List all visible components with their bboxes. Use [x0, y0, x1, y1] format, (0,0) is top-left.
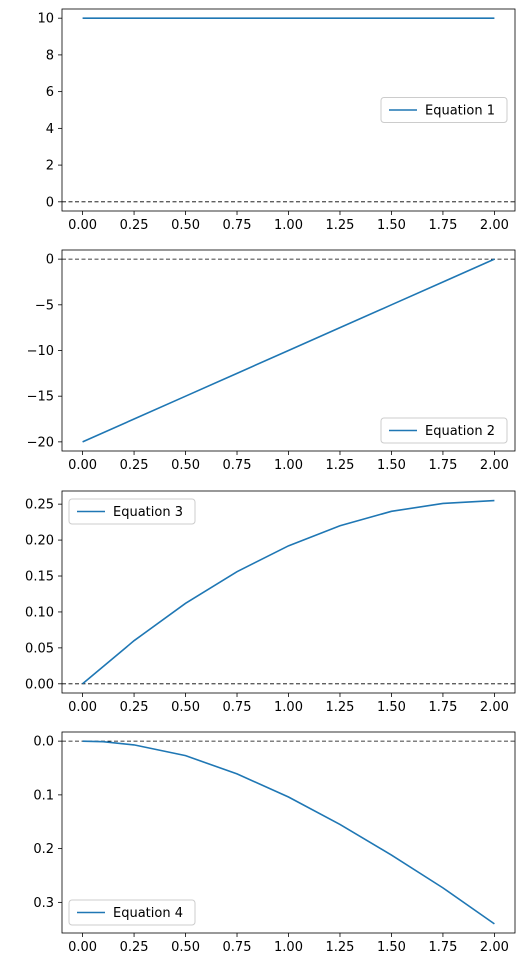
series-line-equation-3 — [82, 499, 495, 685]
x-tick-label: 1.50 — [377, 218, 406, 233]
x-tick-label: 1.50 — [377, 700, 406, 715]
y-tick-label: 0.25 — [25, 498, 54, 513]
x-tick-label: 0.50 — [171, 458, 200, 473]
x-tick-label: 1.50 — [377, 940, 406, 955]
x-tick-label: 0.75 — [223, 700, 252, 715]
y-tick-label: 0.10 — [25, 605, 54, 620]
y-tick-label: 8 — [46, 48, 54, 63]
y-tick-label: 0.20 — [25, 534, 54, 549]
y-tick-label: −20 — [27, 435, 54, 450]
y-tick-label: 0.15 — [25, 570, 54, 585]
x-tick-label: 0.50 — [171, 700, 200, 715]
x-tick-label: 1.25 — [326, 940, 355, 955]
y-tick-label: 4 — [46, 122, 54, 137]
y-tick-label: 0.05 — [25, 641, 54, 656]
chart-panel-2: 0.00 0.25 0.50 0.75 1.00 1.25 1.50 1.75 2.00 0 −5 −… — [27, 249, 516, 473]
x-tick-label: 1.25 — [326, 700, 355, 715]
x-tick-label: 1.75 — [428, 700, 457, 715]
x-tick-label: 1.00 — [274, 218, 303, 233]
legend-label: Equation 3 — [113, 505, 183, 520]
x-tick-label: 1.50 — [377, 458, 406, 473]
legend-box — [380, 97, 508, 123]
x-tick-label: 0.50 — [171, 218, 200, 233]
y-tick-label: 0.1 — [33, 788, 54, 803]
y-tick-label: −15 — [27, 390, 54, 405]
legend: Equation 4 — [68, 899, 196, 926]
x-tick-label: 1.25 — [326, 218, 355, 233]
legend-label: Equation 2 — [425, 424, 495, 439]
x-tick-label: 0.00 — [68, 700, 97, 715]
series-line-equation-4 — [82, 740, 495, 925]
x-tick-label: 0.25 — [120, 700, 149, 715]
x-tick-label: 1.00 — [274, 940, 303, 955]
x-tick-label: 0.00 — [68, 458, 97, 473]
legend-label: Equation 1 — [425, 104, 495, 119]
chart-panel-1: 0.00 0.25 0.50 0.75 1.00 1.25 1.50 1.75 2.00 0 2 4 6… — [37, 8, 516, 233]
legend-label: Equation 4 — [113, 906, 183, 921]
y-tick-label: 0.2 — [33, 842, 54, 857]
x-tick-label: 1.00 — [274, 458, 303, 473]
legend-box — [68, 498, 196, 525]
x-tick-label: 0.50 — [171, 940, 200, 955]
x-tick-label: 0.25 — [120, 940, 149, 955]
y-tick-label: 2 — [46, 159, 54, 174]
x-tick-label: 1.75 — [428, 218, 457, 233]
x-tick-label: 0.75 — [223, 458, 252, 473]
x-tick-label: 0.75 — [223, 940, 252, 955]
y-tick-label: 0 — [46, 253, 54, 268]
x-tick-label: 1.00 — [274, 700, 303, 715]
x-tick-label: 1.75 — [428, 458, 457, 473]
x-tick-label: 0.75 — [223, 218, 252, 233]
legend: Equation 1 — [380, 97, 508, 123]
y-tick-label: −5 — [35, 298, 54, 313]
y-tick-label: 10 — [37, 12, 54, 27]
y-tick-label: −10 — [27, 344, 54, 359]
series-line-equation-2 — [82, 258, 495, 443]
chart-panel-4: 0.00 0.25 0.50 0.75 1.00 1.25 1.50 1.75 2.00 0.0 0… — [33, 731, 516, 955]
legend-box — [68, 899, 196, 926]
x-tick-label: 2.00 — [480, 458, 509, 473]
x-tick-label: 0.25 — [120, 458, 149, 473]
x-tick-label: 1.75 — [428, 940, 457, 955]
x-tick-label: 2.00 — [480, 700, 509, 715]
x-tick-label: 0.25 — [120, 218, 149, 233]
y-tick-label: 0.0 — [33, 735, 54, 750]
legend: Equation 3 — [68, 498, 196, 525]
x-tick-label: 1.25 — [326, 458, 355, 473]
chart-panel-3: 0.00 0.25 0.50 0.75 1.00 1.25 1.50 1.75 2.00 0.00… — [25, 490, 516, 715]
x-tick-label: 2.00 — [480, 940, 509, 955]
y-tick-label: 0 — [46, 195, 54, 210]
legend-box — [380, 417, 508, 444]
x-tick-label: 0.00 — [68, 940, 97, 955]
y-tick-label: 0.00 — [25, 677, 54, 692]
y-tick-label: 6 — [46, 85, 54, 100]
y-tick-label: 0.3 — [33, 896, 54, 911]
x-tick-label: 2.00 — [480, 218, 509, 233]
legend: Equation 2 — [380, 417, 508, 444]
x-tick-label: 0.00 — [68, 218, 97, 233]
